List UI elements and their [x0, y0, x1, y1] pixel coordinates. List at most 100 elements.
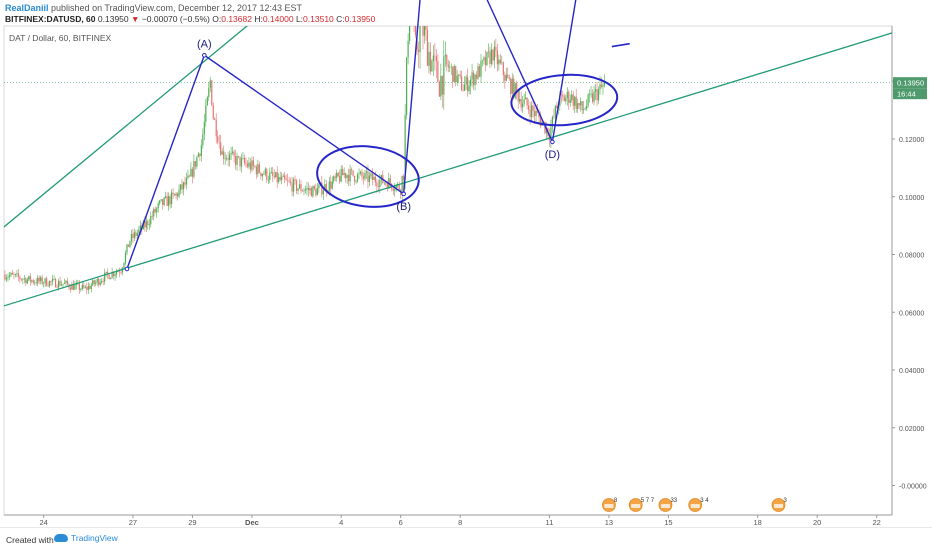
candle-body	[504, 74, 506, 81]
event-icon: 8	[602, 498, 618, 512]
candle-body	[126, 244, 128, 253]
candle-body	[502, 62, 504, 75]
candle-body	[414, 26, 417, 36]
candle-body	[223, 151, 225, 160]
candle-body	[41, 277, 43, 284]
candle-body	[196, 156, 198, 167]
candle-body	[577, 103, 579, 110]
candle-body	[153, 208, 155, 217]
candle-body	[252, 160, 255, 166]
candle-body	[361, 171, 363, 177]
y-tick-label: 0.02000	[899, 426, 924, 433]
candle-body	[575, 96, 577, 110]
y-tick-label: 0.10000	[899, 195, 924, 202]
candle-body	[336, 172, 338, 178]
flag-stripe	[690, 504, 700, 508]
candle-body	[173, 194, 176, 196]
last-price-label-bg	[893, 77, 927, 89]
candle-body	[434, 55, 436, 57]
candle-body	[104, 272, 106, 282]
x-tick-label: 27	[129, 518, 137, 527]
candle-body	[69, 287, 72, 290]
candle-body	[352, 170, 354, 176]
y-axis: 0.140000.120000.100000.080000.060000.040…	[891, 26, 927, 515]
candle-body	[29, 276, 31, 282]
candle-body	[294, 179, 296, 181]
candle-body	[243, 157, 246, 163]
candle-body	[603, 82, 606, 86]
wave-point	[401, 191, 406, 197]
candle-body	[530, 105, 533, 117]
candle-body	[528, 105, 530, 110]
candle-body	[435, 56, 437, 62]
upper-trendline	[4, 26, 248, 228]
candle-body	[263, 173, 265, 175]
candle-body	[514, 83, 516, 98]
candle-body	[496, 50, 498, 65]
candle-body	[312, 186, 314, 197]
candle-body	[446, 55, 448, 65]
candle-body	[551, 116, 553, 128]
candle-body	[127, 244, 130, 247]
symbol-label: BITFINEX:DATUSD, 60	[5, 14, 96, 24]
candle-body	[224, 158, 226, 160]
candle-body	[572, 94, 574, 106]
x-tick-label: 24	[40, 518, 48, 527]
candle-body	[593, 91, 595, 102]
x-tick-label: 11	[546, 518, 554, 527]
wave-label: (A)	[197, 38, 212, 50]
author-link[interactable]: RealDaniil	[5, 3, 49, 13]
footer: Created with TradingView	[0, 527, 932, 551]
high-value: 0.14000	[262, 14, 294, 24]
candle-body	[333, 176, 335, 182]
event-icon: 33	[658, 498, 678, 512]
candle-body	[291, 182, 293, 192]
candle-body	[584, 108, 586, 110]
candle-body	[471, 72, 473, 80]
candle-body	[511, 78, 513, 94]
candle-body	[44, 278, 46, 284]
candle-body	[413, 16, 414, 18]
candle-body	[379, 179, 381, 188]
candle-body	[337, 172, 339, 177]
candle-body	[498, 59, 500, 65]
candle-body	[101, 281, 103, 283]
candle-body	[409, 26, 411, 41]
candle-body	[556, 106, 558, 109]
candle-body	[40, 277, 42, 282]
candle-body	[588, 94, 591, 96]
candle-body	[132, 233, 134, 238]
candle-body	[404, 114, 406, 180]
candle-body	[34, 282, 36, 283]
candle-body	[464, 84, 466, 91]
candle-body	[383, 182, 385, 184]
candle-body	[461, 76, 463, 91]
candle-body	[229, 154, 231, 160]
candle-body	[130, 233, 133, 242]
price-change: −0.00070 (−0.5%)	[141, 14, 210, 24]
candle-body	[81, 284, 83, 289]
candle-body	[477, 66, 479, 79]
candle-body	[349, 169, 351, 182]
pane-title: DAT / Dollar, 60, BITFINEX	[9, 33, 112, 43]
x-tick-label: 4	[339, 518, 343, 527]
cloud-icon	[54, 534, 68, 542]
candle-body	[365, 171, 368, 173]
price-chart[interactable]: 0.14000 0.12000 0.10000 0.08000 0.06000 0.040…	[0, 0, 932, 527]
candle-body	[107, 271, 109, 275]
candle-body	[133, 232, 136, 238]
candle-body	[597, 89, 600, 101]
candle-body	[239, 156, 241, 167]
candle-body	[251, 160, 253, 170]
wave-label: (B)	[396, 201, 411, 213]
candle-body	[266, 169, 268, 181]
candle-body	[288, 180, 290, 182]
candle-body	[578, 103, 580, 106]
candle-body	[185, 177, 188, 185]
candle-body	[264, 169, 266, 175]
tradingview-logo[interactable]: TradingView	[54, 533, 118, 543]
candle-body	[507, 74, 509, 79]
candle-body	[298, 184, 301, 189]
candle-body	[129, 241, 131, 247]
candle-body	[459, 74, 461, 77]
